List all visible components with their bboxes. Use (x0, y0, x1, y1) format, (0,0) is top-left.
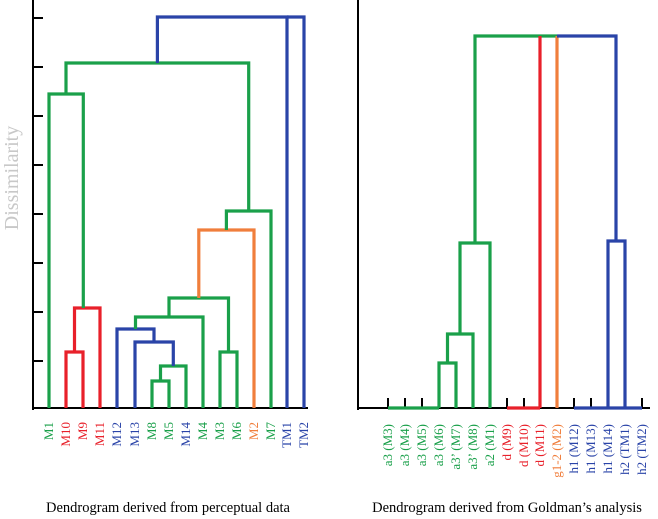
left-leaf-label: M14 (178, 422, 193, 447)
left-branch (224, 209, 273, 408)
right-branch (606, 239, 627, 408)
left-branch (167, 296, 231, 352)
left-dendrogram-panel: M1 M10 M9 M11 M12 M13 M8 M5 M14 M4 M3 M6 M2 M7 TM1 TM2 (32, 0, 311, 448)
right-leaf-label: d (M10) (516, 424, 531, 467)
right-branch (557, 34, 618, 241)
left-leaf-label: M3 (212, 422, 227, 440)
right-leaf-label: g1-2 (M2) (549, 424, 564, 478)
right-leaf-label: a3 (M6) (431, 424, 446, 466)
right-branch (473, 34, 557, 243)
left-leaf-label: M2 (246, 422, 261, 440)
left-branch (218, 350, 239, 408)
right-leaf-label: h2 (TM1) (617, 424, 632, 475)
left-leaf-label: M11 (92, 422, 107, 446)
right-leaf-label: a2 (M1) (482, 424, 497, 466)
right-leaf-label: a3’ (M8) (465, 424, 480, 470)
left-leaf-label: M7 (263, 422, 278, 441)
left-branch (150, 379, 171, 408)
right-leaf-label: h1 (M14) (600, 424, 615, 473)
left-leaf-label: M10 (58, 422, 73, 447)
left-leaf-label: M13 (127, 422, 142, 447)
right-dendrogram-panel: a3 (M3) a3 (M4) a3 (M5) a3 (M6) a3’ (M7) a3’ … (357, 0, 650, 478)
left-branch (287, 15, 306, 408)
right-leaf-label: h1 (M13) (583, 424, 598, 473)
left-branch (72, 306, 102, 408)
y-axis-label: Dissimilarity (1, 126, 23, 230)
right-leaf-label: h2 (TM2) (634, 424, 649, 475)
left-leaf-label: TM1 (279, 422, 294, 448)
right-leaf-label: a3 (M5) (414, 424, 429, 466)
right-branch (458, 241, 492, 408)
right-caption: Dendrogram derived from Goldman’s analys… (372, 500, 642, 516)
right-branch (437, 361, 458, 408)
left-branch (64, 350, 85, 408)
left-leaf-label: M12 (109, 422, 124, 447)
left-leaf-label: M8 (144, 422, 159, 440)
left-branch (155, 15, 289, 408)
left-leaf-label: M6 (229, 422, 244, 441)
right-leaf-label: h1 (M12) (566, 424, 581, 473)
right-leaf-label: d (M11) (532, 424, 547, 467)
left-leaf-label: TM2 (296, 422, 311, 448)
right-leaf-label: d (M9) (499, 424, 514, 460)
left-leaf-label: M9 (75, 422, 90, 440)
left-leaf-label: M5 (161, 422, 176, 440)
right-branch (445, 332, 475, 408)
left-branch (197, 228, 256, 408)
left-branch (158, 364, 188, 408)
right-leaf-label: a3’ (M7) (448, 424, 463, 470)
right-leaf-label: a3 (M3) (380, 424, 395, 466)
left-caption: Dendrogram derived from perceptual data (46, 500, 291, 516)
left-leaf-label: M4 (195, 422, 210, 441)
right-leaf-label: a3 (M4) (397, 424, 412, 466)
left-branch (64, 61, 251, 211)
left-leaf-label: M1 (41, 422, 56, 440)
